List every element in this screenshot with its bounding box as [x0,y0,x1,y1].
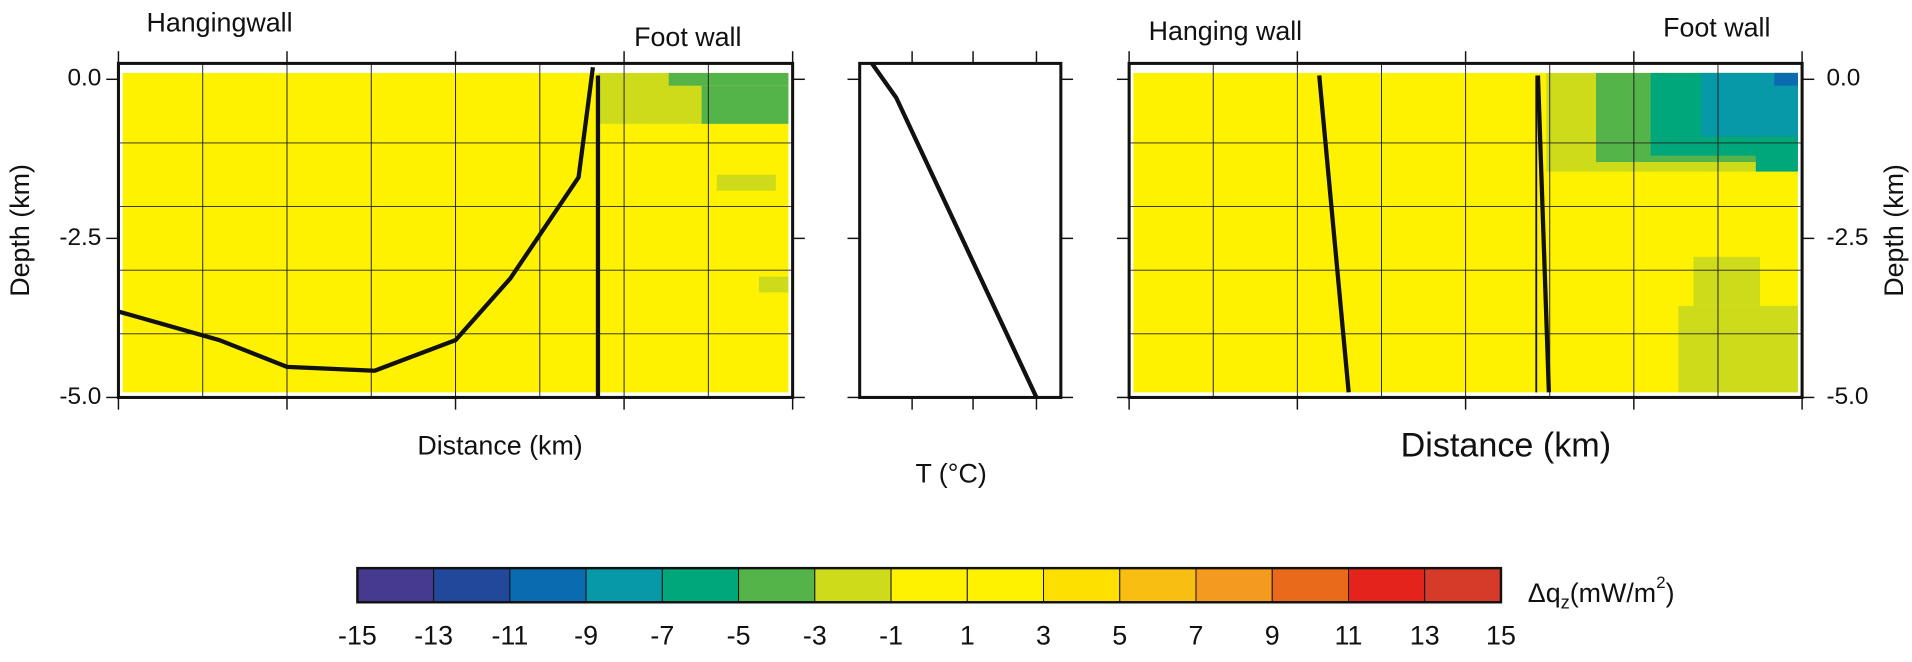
panel-label: Foot wall [1663,12,1770,42]
cell [701,85,789,124]
colorbar-bin [966,567,1045,603]
x-axis-label: Distance (km) [417,431,582,461]
panel-label: Hanging wall [1149,16,1303,46]
colorbar-bin [661,567,740,603]
y-axis-label: Depth (km) [1879,164,1909,297]
panel-label: Hangingwall [146,7,292,37]
colorbar-label-part: Δq [1528,578,1561,608]
colorbar-tick-label: 3 [1036,621,1051,651]
colorbar-tick-label: 13 [1410,621,1440,651]
y-tick-label: 0.0 [67,65,101,92]
colorbar-tick-label: -11 [491,621,528,651]
colorbar-bin [1043,567,1121,603]
y-tick-label: 0.0 [1826,65,1860,92]
cell [1678,305,1798,393]
colorbar-tick-label: -7 [650,621,674,651]
profile-line [1535,75,1552,393]
colorbar-label: Δqz(mW/m2) [1528,572,1675,612]
colorbar-bin [890,567,968,603]
cell [668,72,789,86]
y-axis-label: Depth (km) [5,164,35,297]
colorbar-frame [356,566,1503,604]
colorbar-bin [738,567,816,603]
colorbar-tick-label: 9 [1265,621,1280,651]
y-tick-label: -2.5 [59,224,101,251]
colorbar-bin [1424,567,1502,603]
colorbar-tick-label: -3 [803,621,827,651]
y-tick-label: -5.0 [1826,383,1868,410]
colorbar-label-part: ) [1666,578,1675,608]
colorbar-label-part: (mW/m [1570,578,1656,608]
profile-line [870,62,1039,399]
y-tick-label: -2.5 [1826,224,1868,251]
panel: 0.0 -2.5 -5.0 Hangingwall Foot wall Distance … [5,7,805,461]
colorbar-bin [1119,567,1197,603]
colorbar-tick-label: 7 [1189,621,1204,651]
y-tick-label: -5.0 [59,383,101,410]
colorbar-tick-label: -5 [727,621,751,651]
colorbar-bin [1271,567,1349,603]
cell [1693,256,1761,306]
cell [716,174,776,191]
cell [1774,72,1798,86]
colorbar-bin [433,567,511,603]
colorbar-bin [356,567,435,603]
frame [858,61,1063,399]
panel: T (°C) [847,51,1074,489]
colorbar-tick-label: -15 [338,621,377,651]
colorbar-tick-label: -13 [414,621,453,651]
colorbar-bin [1195,567,1273,603]
colorbar-bin [585,567,663,603]
colorbar-label-part: 2 [1656,572,1665,591]
profile-line [117,66,596,373]
cell [1755,136,1798,172]
colorbar-tick-label: 1 [960,621,975,651]
panel: 0.0 -2.5 -5.0 Hanging wall Foot wall Distance… [1116,12,1909,464]
profile-line [1317,75,1351,393]
colorbar-tick-label: -1 [879,621,903,651]
x-axis-label: T (°C) [915,459,986,489]
colorbar-tick-label: 5 [1112,621,1127,651]
colorbar-bin [509,567,587,603]
colorbar-bin [814,567,892,603]
colorbar-tick-label: 15 [1486,621,1516,651]
colorbar-tick-label: -9 [574,621,598,651]
x-axis-label: Distance (km) [1401,426,1611,464]
colorbar-tick-label: 11 [1335,621,1363,651]
colorbar-label-part: z [1561,591,1570,612]
panel-label: Foot wall [634,22,741,52]
cell [758,276,789,293]
colorbar-bin [1347,567,1426,603]
